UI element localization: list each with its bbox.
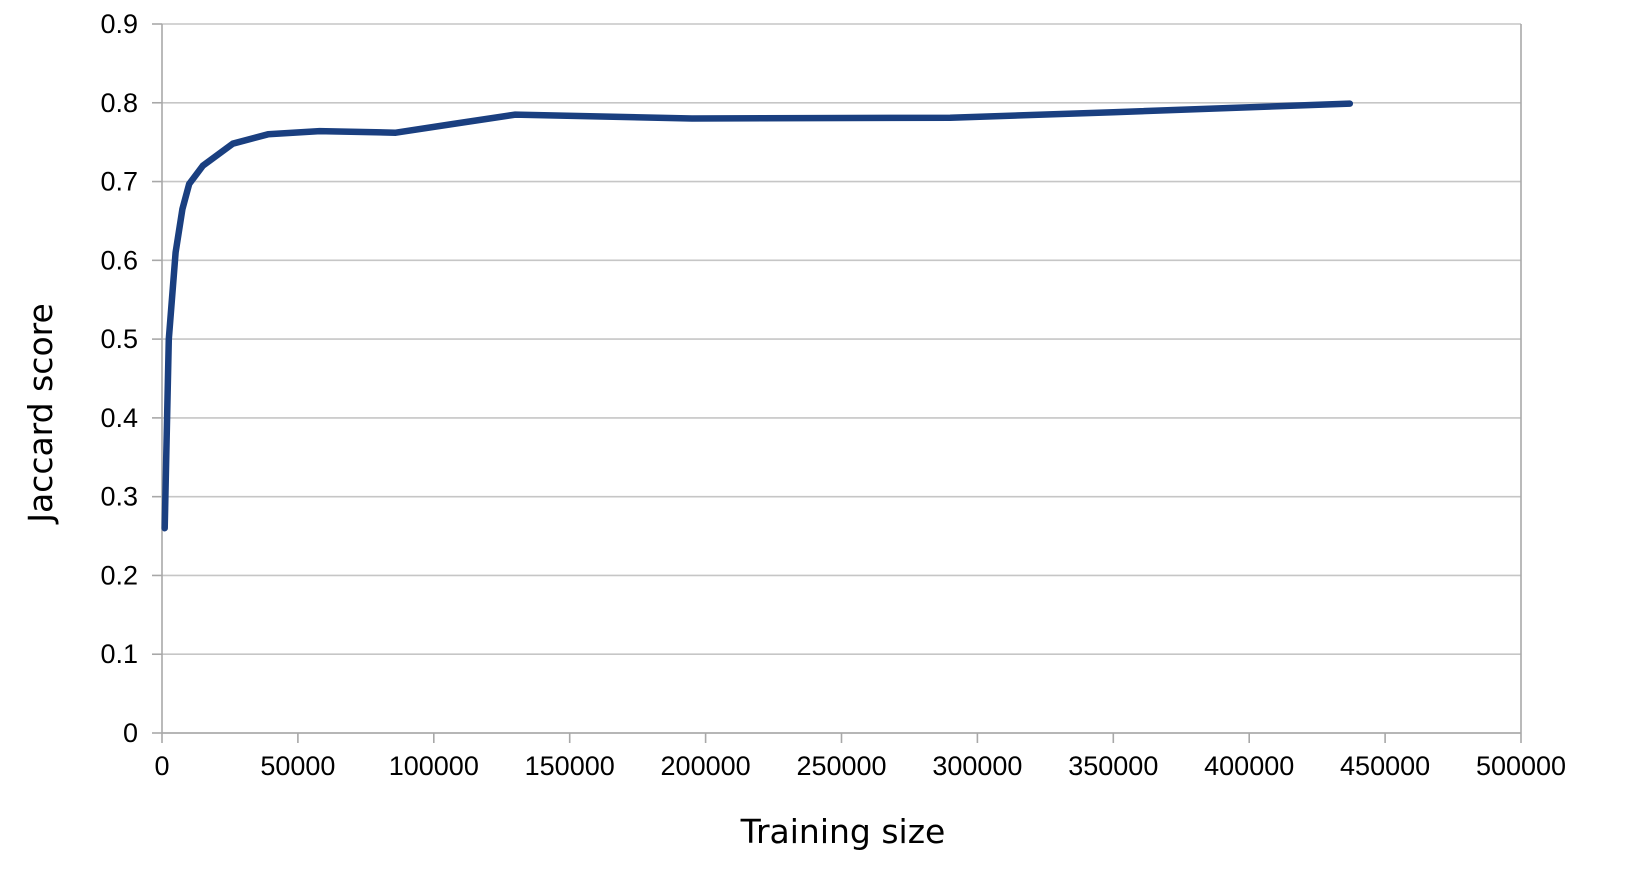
x-tick-label: 150000 <box>525 751 615 781</box>
x-tick-label: 300000 <box>932 751 1022 781</box>
x-tick-label: 200000 <box>661 751 751 781</box>
series-group <box>161 100 1354 532</box>
y-tick-label: 0.4 <box>100 403 138 433</box>
x-tick-label: 350000 <box>1068 751 1158 781</box>
x-tick-label: 100000 <box>389 751 479 781</box>
x-axis-title: Training size <box>740 812 946 851</box>
x-tick-label: 500000 <box>1476 751 1566 781</box>
y-axis-title: Jaccard score <box>21 303 60 525</box>
y-tick-label: 0.9 <box>100 9 138 39</box>
y-axis-ticks: 0 0.1 0.2 0.3 0.4 0.5 0.6 0.7 0.8 0.9 <box>100 9 162 748</box>
y-tick-label: 0.2 <box>100 560 138 590</box>
y-tick-label: 0 <box>123 718 138 748</box>
x-tick-label: 50000 <box>260 751 335 781</box>
y-tick-label: 0.1 <box>100 639 138 669</box>
y-tick-label: 0.8 <box>100 88 138 118</box>
y-tick-label: 0.5 <box>100 324 138 354</box>
y-tick-label: 0.7 <box>100 167 138 197</box>
y-tick-label: 0.3 <box>100 482 138 512</box>
x-tick-label: 400000 <box>1204 751 1294 781</box>
y-tick-label: 0.6 <box>100 245 138 275</box>
gridlines <box>162 23 1521 734</box>
x-axis-ticks: 0 50000 100000 150000 200000 250000 300000 3500… <box>154 733 1566 781</box>
x-tick-label: 450000 <box>1340 751 1430 781</box>
x-tick-label: 0 <box>154 751 169 781</box>
series-line <box>161 100 1354 532</box>
x-tick-label: 250000 <box>796 751 886 781</box>
